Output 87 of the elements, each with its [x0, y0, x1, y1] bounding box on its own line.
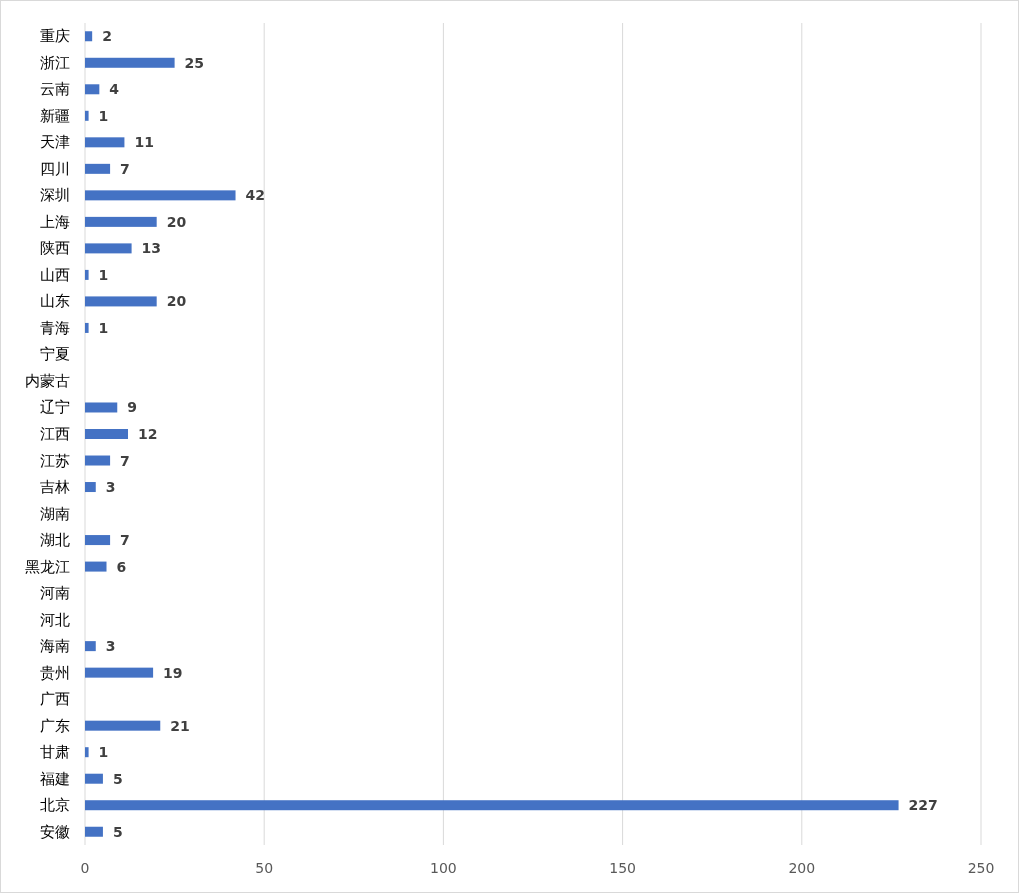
y-tick-label: 湖南: [40, 504, 70, 523]
data-label: 1: [98, 744, 109, 761]
bar: [85, 800, 899, 811]
data-label: 5: [112, 823, 123, 840]
y-tick-label: 宁夏: [40, 345, 70, 364]
data-label: 1: [98, 266, 109, 283]
data-label: 7: [120, 532, 130, 549]
y-tick-label: 河南: [40, 584, 70, 603]
bar: [85, 429, 129, 439]
y-tick-label: 重庆: [40, 27, 70, 46]
data-label: 1: [98, 319, 109, 336]
bar: [85, 57, 175, 68]
y-tick-label: 新疆: [40, 106, 70, 125]
y-tick-label: 黑龙江: [25, 557, 70, 576]
bar: [85, 720, 161, 731]
y-tick-label: 山西: [40, 265, 70, 284]
bar: [85, 31, 93, 42]
y-tick-label: 海南: [40, 637, 70, 656]
bar: [85, 667, 154, 678]
y-tick-label: 四川: [40, 159, 70, 178]
data-label: 20: [166, 293, 187, 310]
bar: [85, 110, 89, 121]
data-label: 7: [120, 452, 130, 469]
data-label: 19: [163, 664, 183, 681]
bar: [85, 641, 96, 652]
y-tick-label: 广西: [40, 690, 70, 709]
y-tick-label: 河北: [40, 610, 70, 629]
x-tick-label: 50: [255, 860, 274, 876]
bar: [85, 269, 89, 280]
bar: [85, 243, 132, 254]
y-tick-label: 江西: [40, 425, 70, 443]
data-label: 6: [116, 558, 127, 575]
y-tick-label: 青海: [40, 318, 70, 337]
data-label: 227: [908, 797, 938, 814]
y-tick-label: 广东: [40, 716, 70, 735]
bar: [85, 84, 100, 95]
x-tick-label: 200: [788, 860, 816, 876]
y-tick-label: 吉林: [40, 478, 70, 497]
y-tick-label: 北京: [40, 796, 70, 815]
bar: [85, 190, 236, 201]
y-tick-label: 山东: [40, 292, 70, 311]
data-label: 3: [105, 479, 116, 496]
data-label: 21: [170, 717, 190, 734]
bar: [85, 535, 111, 546]
y-tick-label: 湖北: [40, 531, 70, 550]
data-label: 12: [138, 426, 158, 442]
x-tick-label: 100: [430, 860, 457, 876]
y-tick-label: 贵州: [40, 663, 70, 682]
y-tick-label: 江苏: [40, 451, 70, 470]
bar: [85, 216, 157, 227]
bar: [85, 773, 103, 784]
y-tick-label: 甘肃: [40, 743, 70, 762]
bar: [85, 163, 111, 174]
y-tick-label: 天津: [40, 133, 70, 152]
y-tick-label: 福建: [40, 769, 70, 788]
data-label: 5: [112, 770, 123, 787]
y-tick-label: 安徽: [40, 822, 70, 841]
bar: [85, 455, 111, 466]
data-label: 7: [120, 160, 130, 177]
x-tick-label: 250: [967, 860, 995, 876]
data-label: 25: [184, 54, 205, 71]
data-label: 20: [166, 213, 187, 230]
y-tick-label: 浙江: [40, 53, 70, 72]
bar: [85, 322, 89, 333]
y-tick-label: 陕西: [40, 239, 70, 258]
x-tick-label: 150: [609, 860, 636, 876]
data-label: 13: [141, 240, 162, 257]
y-tick-label: 辽宁: [40, 398, 70, 417]
data-label: 3: [105, 638, 116, 655]
bar: [85, 561, 107, 572]
data-label: 42: [245, 187, 266, 204]
bar: [85, 402, 118, 413]
data-label: 2: [102, 28, 112, 45]
bar: [85, 826, 103, 837]
bar: [85, 482, 96, 493]
data-label: 9: [127, 399, 138, 416]
y-tick-label: 深圳: [40, 186, 70, 205]
bar: [85, 296, 157, 307]
y-tick-label: 内蒙古: [25, 371, 70, 390]
bar: [85, 747, 89, 758]
data-label: 11: [134, 134, 154, 151]
y-tick-label: 上海: [40, 212, 70, 231]
y-tick-label: 云南: [40, 80, 70, 99]
x-tick-label: 0: [80, 860, 90, 876]
bar: [85, 137, 125, 148]
data-label: 4: [109, 81, 120, 98]
data-label: 1: [98, 107, 109, 124]
